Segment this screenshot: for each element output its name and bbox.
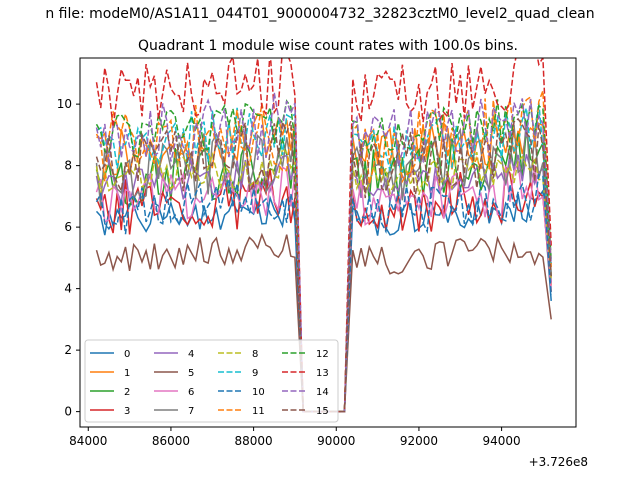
x-tick-label: 90000 [317, 434, 355, 448]
plot-frame [79, 57, 577, 428]
legend-label-0: 0 [124, 349, 130, 360]
x-tick-label: 86000 [152, 434, 190, 448]
legend-label-6: 6 [188, 387, 194, 398]
chart-title: Quadrant 1 module wise count rates with … [138, 38, 518, 54]
series-line-13 [95, 58, 552, 413]
legend-label-1: 1 [124, 368, 130, 379]
x-tick-label: 84000 [69, 434, 107, 448]
legend-label-10: 10 [252, 387, 265, 398]
figure-suptitle: n file: modeM0/AS1A11_044T01_9000004732_… [45, 6, 594, 22]
x-tick-label: 88000 [235, 434, 273, 448]
x-axis: 84000 86000 88000 90000 92000 94000 [69, 427, 521, 448]
y-tick-label: 2 [64, 343, 72, 357]
legend-label-5: 5 [188, 368, 194, 379]
legend-label-7: 7 [188, 406, 194, 417]
y-tick-label: 6 [64, 220, 72, 234]
y-tick-label: 0 [64, 405, 72, 419]
legend-label-3: 3 [124, 406, 130, 417]
legend-label-8: 8 [252, 349, 258, 360]
y-tick-label: 4 [64, 282, 72, 296]
legend-label-2: 2 [124, 387, 130, 398]
legend-label-12: 12 [316, 349, 329, 360]
legend-label-11: 11 [252, 406, 265, 417]
legend-label-15: 15 [316, 406, 329, 417]
x-offset-label: +3.726e8 [529, 455, 588, 469]
legend-label-9: 9 [252, 368, 258, 379]
legend-label-13: 13 [316, 368, 329, 379]
x-tick-label: 94000 [483, 434, 521, 448]
series-line-15 [95, 117, 552, 413]
y-tick-label: 10 [57, 97, 72, 111]
y-tick-label: 8 [64, 159, 72, 173]
y-axis: 0 2 4 6 8 10 [57, 97, 80, 419]
legend-label-4: 4 [188, 349, 194, 360]
series-line-8 [95, 146, 552, 413]
legend-box [84, 339, 339, 423]
x-tick-label: 92000 [400, 434, 438, 448]
legend-label-14: 14 [316, 387, 329, 398]
